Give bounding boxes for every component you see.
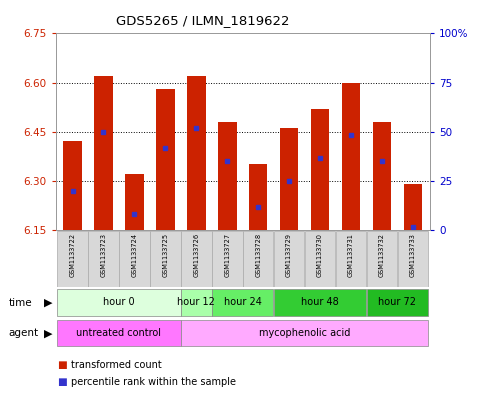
Bar [94,76,113,230]
Text: GSM1133730: GSM1133730 [317,233,323,277]
Text: GSM1133731: GSM1133731 [348,233,354,277]
Bar [119,231,150,287]
Bar [125,174,144,230]
Bar [63,141,82,230]
Bar [57,320,181,346]
Text: GSM1133725: GSM1133725 [162,233,169,277]
Text: hour 12: hour 12 [177,298,215,307]
Bar [156,89,175,230]
Bar [57,231,88,287]
Text: GSM1133733: GSM1133733 [410,233,416,277]
Text: hour 72: hour 72 [378,298,416,307]
Text: GSM1133728: GSM1133728 [255,233,261,277]
Text: GSM1133729: GSM1133729 [286,233,292,277]
Text: GSM1133724: GSM1133724 [131,233,138,277]
Bar [150,231,181,287]
Text: hour 0: hour 0 [103,298,135,307]
Text: GSM1133722: GSM1133722 [70,233,75,277]
Bar [274,289,366,316]
Text: GSM1133723: GSM1133723 [100,233,106,277]
Text: GSM1133727: GSM1133727 [224,233,230,277]
Text: ▶: ▶ [44,328,53,338]
Bar [181,320,428,346]
Text: untreated control: untreated control [76,328,161,338]
Bar [243,231,273,287]
Bar [274,231,304,287]
Bar [181,231,212,287]
Bar [88,231,119,287]
Bar [181,289,212,316]
Text: ▶: ▶ [44,298,53,308]
Text: hour 24: hour 24 [224,298,262,307]
Text: time: time [8,298,32,308]
Text: percentile rank within the sample: percentile rank within the sample [71,377,237,387]
Bar [212,289,273,316]
Bar [305,231,335,287]
Bar [249,164,268,230]
Text: mycophenolic acid: mycophenolic acid [259,328,350,338]
Text: ■: ■ [57,377,67,387]
Text: GSM1133732: GSM1133732 [379,233,385,277]
Bar [218,122,237,230]
Bar [373,122,391,230]
Bar [57,289,181,316]
Bar [404,184,422,230]
Bar [336,231,366,287]
Text: transformed count: transformed count [71,360,162,370]
Text: agent: agent [8,328,38,338]
Bar [398,231,428,287]
Bar [187,76,206,230]
Text: GSM1133726: GSM1133726 [193,233,199,277]
Text: hour 48: hour 48 [301,298,339,307]
Bar [367,231,397,287]
Bar [280,129,298,230]
Text: ■: ■ [57,360,67,370]
Bar [311,109,329,230]
Bar [367,289,428,316]
Bar [341,83,360,230]
Text: GDS5265 / ILMN_1819622: GDS5265 / ILMN_1819622 [116,14,290,27]
Bar [212,231,242,287]
